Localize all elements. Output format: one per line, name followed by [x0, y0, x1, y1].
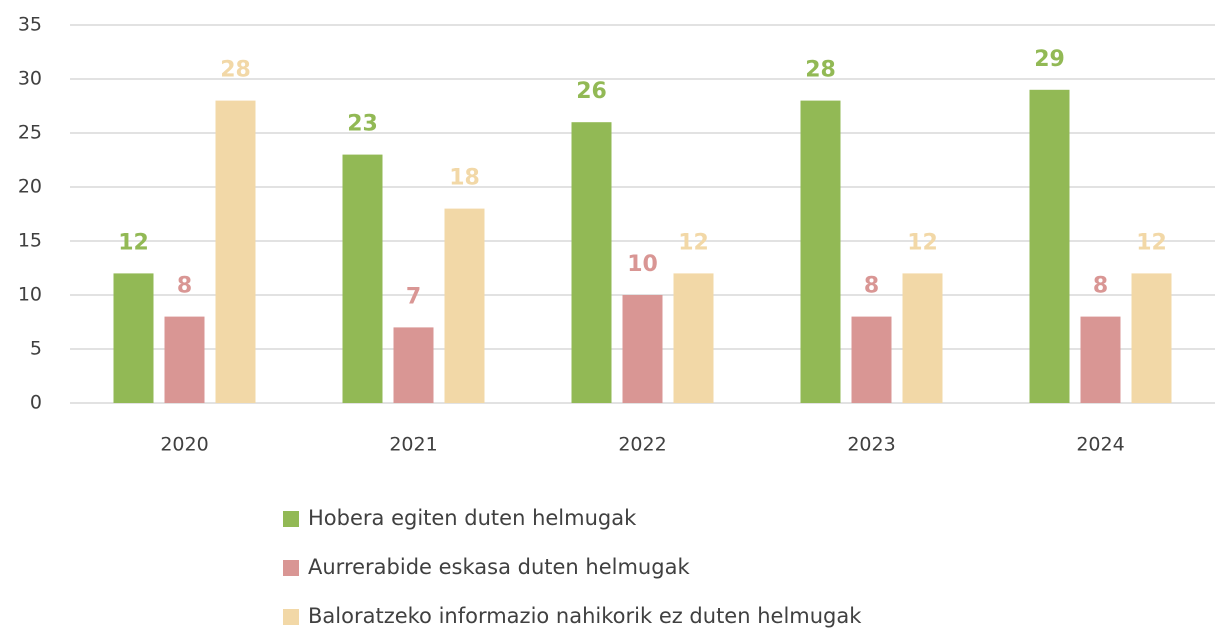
y-tick-label: 35 — [18, 14, 42, 36]
bar — [164, 316, 205, 403]
value-label: 12 — [1136, 230, 1167, 255]
bar — [113, 273, 154, 403]
value-label: 8 — [177, 274, 192, 299]
bar — [1029, 89, 1070, 404]
value-label: 10 — [627, 252, 658, 277]
value-label: 29 — [1034, 47, 1065, 72]
value-label: 12 — [678, 230, 709, 255]
value-label: 12 — [907, 230, 938, 255]
y-tick-label: 20 — [18, 176, 42, 198]
bar — [215, 100, 256, 403]
y-tick-label: 0 — [30, 392, 42, 414]
value-label: 7 — [406, 284, 421, 309]
value-label: 28 — [805, 58, 836, 83]
x-tick-label: 2023 — [847, 434, 895, 456]
y-tick-label: 5 — [30, 338, 42, 360]
bar — [571, 122, 612, 403]
value-label: 23 — [347, 112, 378, 137]
value-label: 28 — [220, 58, 251, 83]
y-tick-label: 30 — [18, 68, 42, 90]
legend-swatch — [283, 560, 299, 576]
value-label: 8 — [1093, 274, 1108, 299]
legend-label: Baloratzeko informazio nahikorik ez dute… — [308, 604, 862, 628]
legend-swatch — [283, 511, 299, 527]
y-tick-label: 10 — [18, 284, 42, 306]
bar — [1080, 316, 1121, 403]
x-tick-label: 2020 — [160, 434, 208, 456]
legend-label: Aurrerabide eskasa duten helmugak — [308, 555, 690, 579]
x-tick-label: 2021 — [389, 434, 437, 456]
bar — [902, 273, 943, 403]
y-tick-label: 25 — [18, 122, 42, 144]
legend-label: Hobera egiten duten helmugak — [308, 506, 637, 530]
x-tick-label: 2024 — [1076, 434, 1124, 456]
value-label: 26 — [576, 79, 607, 104]
bar — [1131, 273, 1172, 403]
bar — [342, 154, 383, 403]
bar — [393, 327, 434, 403]
bar — [673, 273, 714, 403]
bar — [800, 100, 841, 403]
bar — [851, 316, 892, 403]
value-label: 12 — [118, 230, 149, 255]
y-tick-label: 15 — [18, 230, 42, 252]
x-tick-label: 2022 — [618, 434, 666, 456]
bar — [622, 295, 663, 403]
value-label: 8 — [864, 274, 879, 299]
bar — [444, 208, 485, 403]
legend-swatch — [283, 609, 299, 625]
value-label: 18 — [449, 166, 480, 191]
